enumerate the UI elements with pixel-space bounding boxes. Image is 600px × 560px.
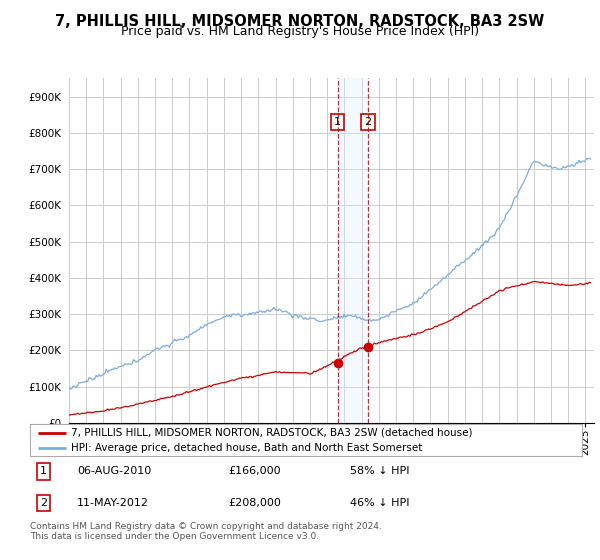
Text: 11-MAY-2012: 11-MAY-2012: [77, 498, 149, 508]
Text: 7, PHILLIS HILL, MIDSOMER NORTON, RADSTOCK, BA3 2SW (detached house): 7, PHILLIS HILL, MIDSOMER NORTON, RADSTO…: [71, 428, 473, 438]
Text: 7, PHILLIS HILL, MIDSOMER NORTON, RADSTOCK, BA3 2SW: 7, PHILLIS HILL, MIDSOMER NORTON, RADSTO…: [55, 14, 545, 29]
Text: Price paid vs. HM Land Registry's House Price Index (HPI): Price paid vs. HM Land Registry's House …: [121, 25, 479, 38]
Text: 1: 1: [334, 117, 341, 127]
Text: £208,000: £208,000: [229, 498, 281, 508]
Text: £166,000: £166,000: [229, 466, 281, 477]
Text: 2: 2: [364, 117, 371, 127]
Text: 58% ↓ HPI: 58% ↓ HPI: [350, 466, 410, 477]
Text: Contains HM Land Registry data © Crown copyright and database right 2024.
This d: Contains HM Land Registry data © Crown c…: [30, 522, 382, 542]
Text: 06-AUG-2010: 06-AUG-2010: [77, 466, 151, 477]
Text: 1: 1: [40, 466, 47, 477]
Text: 46% ↓ HPI: 46% ↓ HPI: [350, 498, 410, 508]
Text: 2: 2: [40, 498, 47, 508]
Bar: [338, 78, 368, 423]
Text: HPI: Average price, detached house, Bath and North East Somerset: HPI: Average price, detached house, Bath…: [71, 444, 423, 453]
